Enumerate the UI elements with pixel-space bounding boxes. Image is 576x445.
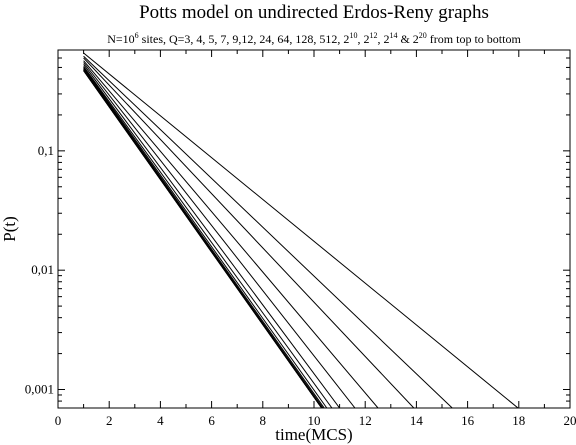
y-tick-label: 0,001	[25, 382, 54, 397]
subtitle-text: , 2	[357, 32, 369, 46]
x-axis-label: time(MCS)	[275, 425, 352, 444]
chart-subtitle: N=106 sites, Q=3, 4, 5, 7, 9,12, 24, 64,…	[107, 31, 521, 46]
data-line	[83, 60, 379, 408]
data-line	[83, 67, 328, 408]
y-axis-label: P(t)	[0, 216, 19, 242]
y-tick-label: 0,01	[31, 262, 54, 277]
data-line	[83, 70, 323, 408]
subtitle-superscript: 6	[135, 31, 139, 40]
x-tick-label: 4	[157, 413, 164, 428]
x-tick-label: 8	[260, 413, 267, 428]
x-tick-label: 10	[308, 413, 321, 428]
subtitle-superscript: 12	[369, 31, 377, 40]
x-tick-label: 12	[359, 413, 372, 428]
x-tick-label: 16	[461, 413, 475, 428]
subtitle-superscript: 14	[389, 31, 397, 40]
y-tick-label: 0,1	[38, 143, 54, 158]
subtitle-text: from top to bottom	[427, 32, 522, 46]
x-tick-label: 2	[106, 413, 113, 428]
x-tick-label: 6	[208, 413, 215, 428]
subtitle-text: sites, Q=3, 4, 5, 7, 9,12, 24, 64, 128, …	[139, 32, 350, 46]
data-line	[83, 68, 325, 408]
subtitle-text: , 2	[377, 32, 389, 46]
subtitle-superscript: 20	[419, 31, 427, 40]
data-line	[83, 66, 333, 408]
plot-frame	[57, 49, 571, 409]
subtitle-superscript: 10	[349, 31, 357, 40]
data-line	[83, 64, 341, 408]
data-line	[83, 57, 415, 408]
chart-title: Potts model on undirected Erdos-Reny gra…	[139, 2, 489, 23]
x-tick-label: 20	[564, 413, 576, 428]
subtitle-text: N=10	[107, 32, 134, 46]
x-tick-label: 14	[410, 413, 424, 428]
data-line	[83, 55, 453, 408]
data-line	[83, 62, 356, 408]
subtitle-text: & 2	[397, 32, 418, 46]
x-tick-label: 18	[512, 413, 525, 428]
x-tick-label: 0	[55, 413, 62, 428]
data-line	[83, 52, 519, 408]
